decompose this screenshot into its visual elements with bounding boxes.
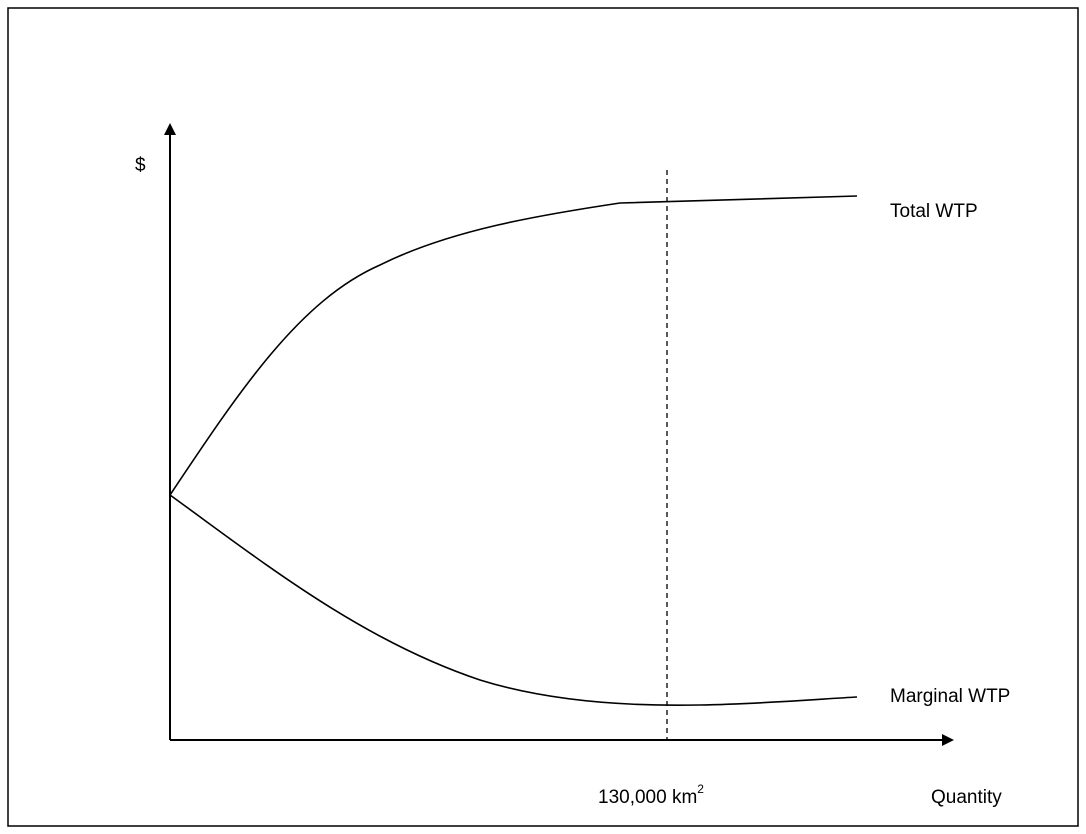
marginal-wtp-curve: [169, 494, 858, 707]
total-wtp-curve: [169, 195, 858, 496]
marker-label-superscript: 2: [697, 782, 704, 796]
x-axis-label: Quantity: [931, 787, 1002, 808]
curve-label: Marginal WTP: [890, 686, 1010, 707]
frame: [7, 7, 1079, 827]
marker-label: 130,000 km2: [598, 782, 704, 808]
y-axis-label: $: [135, 155, 146, 176]
curve-label: Total WTP: [890, 201, 978, 222]
marker-label-text: 130,000 km: [598, 787, 697, 808]
